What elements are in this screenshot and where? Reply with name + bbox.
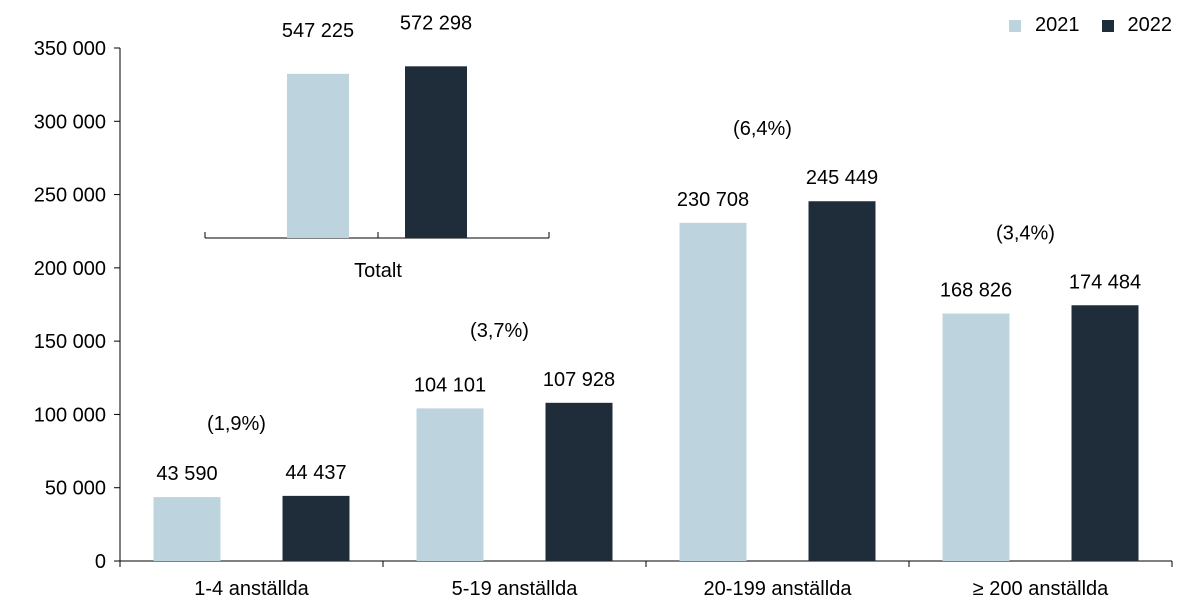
inset-bar-value-label: 547 225 (282, 20, 354, 42)
bar-value-label: 230 708 (677, 189, 749, 211)
legend-item-2022: 2022 (1101, 14, 1173, 37)
bar-2022 (808, 201, 876, 562)
bar-value-label: 168 826 (940, 280, 1012, 302)
legend-item-2021: 2021 (1009, 14, 1080, 37)
y-tick-label: 300 000 (34, 111, 106, 133)
growth-label: (1,9%) (207, 413, 266, 435)
bar-value-label: 43 590 (156, 463, 217, 485)
x-tick-label: ≥ 200 anställda (973, 578, 1109, 599)
y-tick-label: 50 000 (45, 478, 106, 500)
legend-label-2021: 2021 (1035, 14, 1080, 36)
bar-2021 (942, 313, 1010, 561)
bar-value-label: 245 449 (806, 167, 878, 189)
bar-value-label: 44 437 (285, 462, 346, 484)
x-tick-label: 20-199 anställda (704, 578, 853, 599)
inset-bar-2022 (405, 66, 467, 238)
bar-value-label: 104 101 (414, 374, 486, 396)
y-tick-label: 100 000 (34, 404, 106, 426)
y-tick-label: 200 000 (34, 258, 106, 280)
inset-category-label: Totalt (354, 260, 402, 282)
bar-2022 (1071, 305, 1139, 561)
legend-swatch-2021 (1009, 19, 1021, 32)
bar-2022 (282, 495, 350, 561)
legend: 2021 2022 (987, 14, 1172, 37)
inset-bar-value-label: 572 298 (400, 12, 472, 34)
y-tick-label: 250 000 (34, 185, 106, 207)
legend-swatch-2022 (1101, 19, 1114, 32)
growth-label: (3,7%) (470, 320, 529, 342)
bar-value-label: 174 484 (1069, 271, 1141, 293)
x-tick-label: 5-19 anställda (452, 578, 579, 599)
bar-value-label: 107 928 (543, 369, 615, 391)
bar-2021 (416, 408, 484, 561)
x-tick-label: 1-4 anställda (194, 578, 309, 599)
legend-label-2022: 2022 (1127, 14, 1173, 36)
growth-label: (3,4%) (996, 222, 1055, 244)
y-tick-label: 0 (95, 551, 106, 573)
bar-2021 (679, 222, 747, 561)
y-tick-label: 150 000 (34, 331, 106, 353)
growth-label: (6,4%) (733, 118, 792, 140)
bar-2021 (153, 497, 221, 561)
inset-bar-2021 (287, 73, 349, 239)
y-tick-label: 350 000 (34, 38, 106, 60)
bar-2022 (545, 402, 613, 561)
